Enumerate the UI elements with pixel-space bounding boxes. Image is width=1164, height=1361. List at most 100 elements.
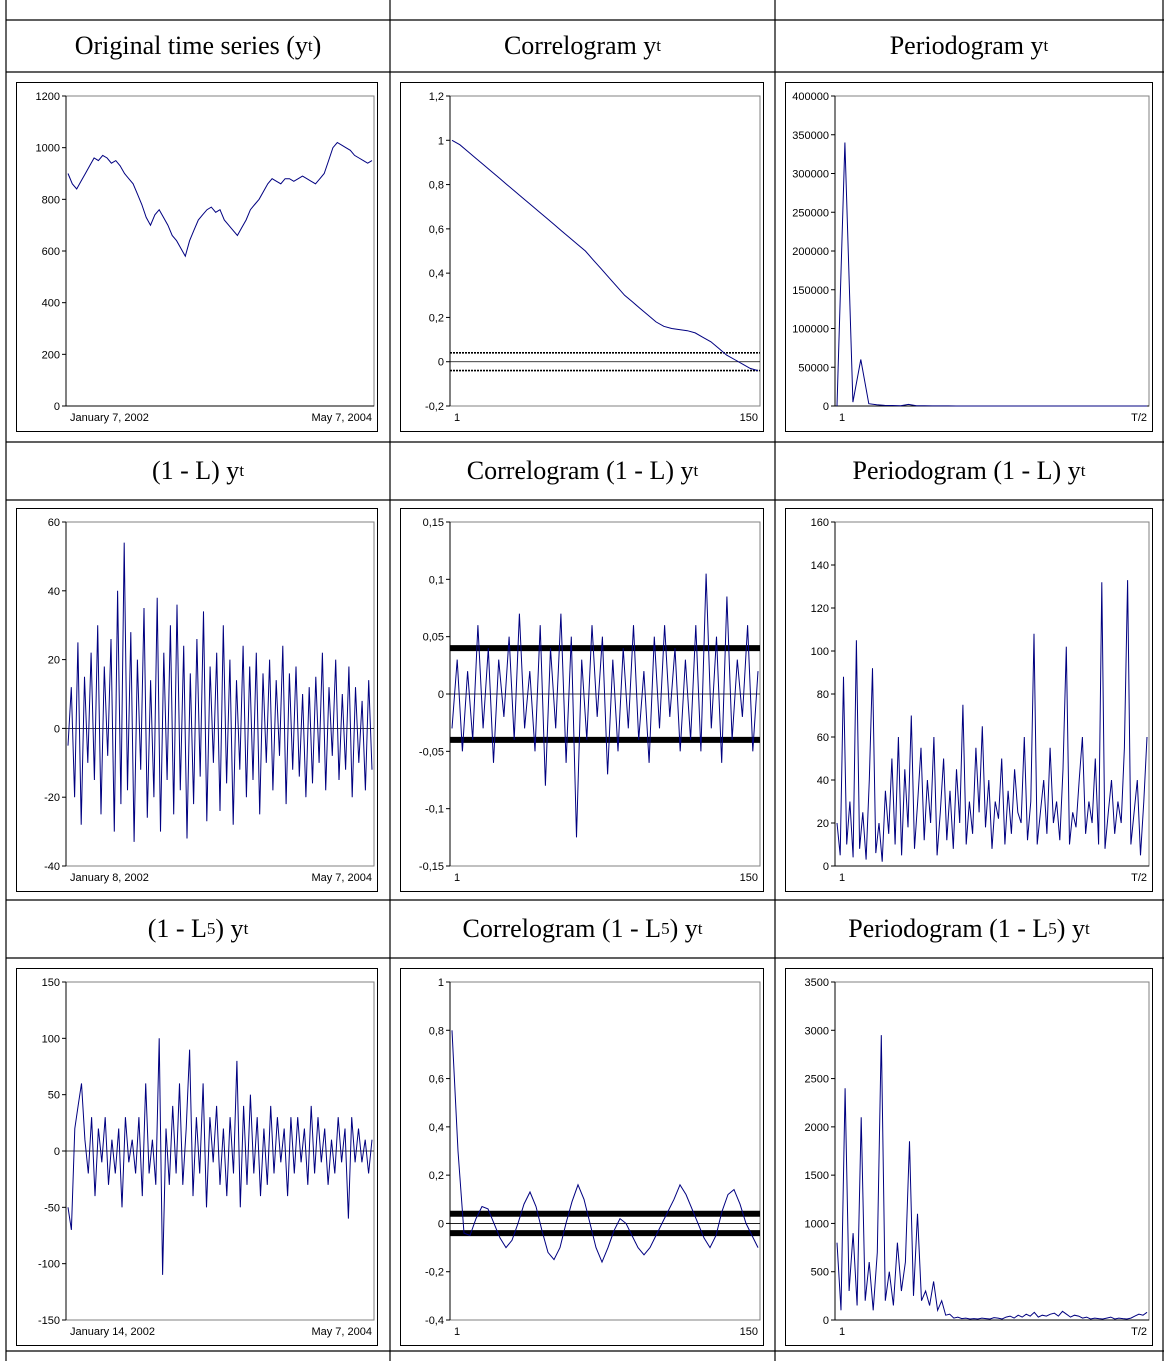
chart-periodogram-y: 0 50000 100000 150000 200000 250000 300000 3500… [785, 82, 1153, 432]
acf2-x-start-label: 1 [454, 872, 460, 884]
per1-ytick-1: 50000 [798, 362, 829, 374]
acf2-frame [400, 508, 764, 892]
ts1-series-line-0 [67, 141, 373, 258]
acf2-ytick-6: 0,15 [423, 517, 444, 529]
acf1-frame [400, 82, 764, 432]
per2-x-end-label: T/2 [1131, 872, 1147, 884]
acf3-series-line-0 [451, 1030, 759, 1264]
ts3-ytick-2: -50 [44, 1202, 60, 1214]
ts3-series-line-0 [67, 1038, 373, 1275]
acf3-ytick-3: 0,2 [429, 1170, 444, 1182]
per3-ytick-2: 1000 [805, 1218, 829, 1230]
per2-ytick-1: 20 [817, 818, 829, 830]
per3-ytick-1: 500 [811, 1267, 829, 1279]
per3-x-start-label: 1 [839, 1326, 845, 1338]
acf1-x-start-label: 1 [454, 412, 460, 424]
acf1-ytick-1: 0 [438, 357, 444, 369]
acf3-ytick-2: 0 [438, 1218, 444, 1230]
per1-x-end-label: T/2 [1131, 412, 1147, 424]
chart-correlogram-y: -0,2 0 0,2 0,4 0,6 0,8 1 1,2 1 150 [400, 82, 764, 432]
ts1-x-start-label: January 7, 2002 [70, 412, 149, 424]
per2-ytick-0: 0 [823, 861, 829, 873]
ts2-ytick-1: -20 [44, 792, 60, 804]
per1-ytick-8: 400000 [792, 91, 829, 103]
ts2-x-end-label: May 7, 2004 [311, 872, 372, 884]
ts3-ytick-6: 150 [42, 977, 60, 989]
ts1-ytick-5: 1000 [36, 143, 60, 155]
per1-ytick-0: 0 [823, 401, 829, 413]
ts3-svg: -150 -100 -50 0 50 100 150 January 14, 2002 May … [16, 968, 378, 1346]
per1-x-start-label: 1 [839, 412, 845, 424]
acf3-ytick-0: -0,4 [425, 1315, 444, 1327]
ts1-ytick-6: 1200 [36, 91, 60, 103]
per2-ytick-3: 60 [817, 732, 829, 744]
ts3-ytick-3: 0 [54, 1146, 60, 1158]
chart-periodogram-diff1: 0 20 40 60 80 100 120 140 160 1 T/2 [785, 508, 1153, 892]
per2-ytick-4: 80 [817, 689, 829, 701]
per2-ytick-6: 120 [811, 603, 829, 615]
ts1-ytick-2: 400 [42, 298, 60, 310]
per3-ytick-4: 2000 [805, 1122, 829, 1134]
acf1-ytick-7: 1,2 [429, 91, 444, 103]
ts1-x-end-label: May 7, 2004 [311, 412, 372, 424]
ts2-ytick-0: -40 [44, 861, 60, 873]
per2-ytick-7: 140 [811, 560, 829, 572]
ts1-frame [16, 82, 378, 432]
per1-frame [785, 82, 1153, 432]
ts3-x-start-label: January 14, 2002 [70, 1326, 155, 1338]
acf1-series-line-0 [451, 139, 759, 372]
chart-diff5-series: -150 -100 -50 0 50 100 150 January 14, 2002 May … [16, 968, 378, 1346]
acf2-x-end-label: 150 [740, 872, 758, 884]
acf1-svg: -0,2 0 0,2 0,4 0,6 0,8 1 1,2 1 150 [400, 82, 764, 432]
acf1-ytick-2: 0,2 [429, 312, 444, 324]
per3-ytick-3: 1500 [805, 1170, 829, 1182]
acf1-ytick-3: 0,4 [429, 268, 444, 280]
per1-ytick-2: 100000 [792, 324, 829, 336]
ts2-ytick-2: 0 [54, 723, 60, 735]
ts3-ytick-1: -100 [38, 1259, 60, 1271]
acf3-ytick-6: 0,8 [429, 1025, 444, 1037]
acf2-ytick-3: 0 [438, 689, 444, 701]
acf1-x-end-label: 150 [740, 412, 758, 424]
ts1-ytick-4: 800 [42, 194, 60, 206]
ts3-ytick-0: -150 [38, 1315, 60, 1327]
per2-ytick-2: 40 [817, 775, 829, 787]
ts1-ytick-1: 200 [42, 349, 60, 361]
per1-ytick-3: 150000 [792, 285, 829, 297]
acf3-ytick-4: 0,4 [429, 1122, 444, 1134]
per1-ytick-4: 200000 [792, 246, 829, 258]
acf3-x-end-label: 150 [740, 1326, 758, 1338]
per3-svg: 0 500 1000 1500 2000 2500 3000 3500 1 T/2 [785, 968, 1153, 1346]
acf2-ytick-5: 0,1 [429, 574, 444, 586]
ts3-x-end-label: May 7, 2004 [311, 1326, 372, 1338]
ts2-x-start-label: January 8, 2002 [70, 872, 149, 884]
acf2-ytick-2: -0,05 [419, 746, 444, 758]
ts3-ytick-5: 100 [42, 1033, 60, 1045]
ts3-ytick-4: 50 [48, 1090, 60, 1102]
acf3-ytick-7: 1 [438, 977, 444, 989]
per3-ytick-6: 3000 [805, 1025, 829, 1037]
acf1-ytick-6: 1 [438, 135, 444, 147]
per1-svg: 0 50000 100000 150000 200000 250000 300000 3500… [785, 82, 1153, 432]
per2-ytick-5: 100 [811, 646, 829, 658]
per1-ytick-7: 350000 [792, 130, 829, 142]
per2-x-start-label: 1 [839, 872, 845, 884]
chart-diff1-series: -40 -20 0 20 40 60 January 8, 2002 May 7, 2004 [16, 508, 378, 892]
ts2-series-line-0 [67, 542, 373, 842]
per2-svg: 0 20 40 60 80 100 120 140 160 1 T/2 [785, 508, 1153, 892]
acf1-ytick-4: 0,6 [429, 224, 444, 236]
ts1-ytick-3: 600 [42, 246, 60, 258]
per1-ytick-6: 300000 [792, 169, 829, 181]
ts2-svg: -40 -20 0 20 40 60 January 8, 2002 May 7, 2004 [16, 508, 378, 892]
acf1-ytick-5: 0,8 [429, 180, 444, 192]
ts1-ytick-0: 0 [54, 401, 60, 413]
header-original-series: Original time series (y t) [74, 31, 322, 60]
